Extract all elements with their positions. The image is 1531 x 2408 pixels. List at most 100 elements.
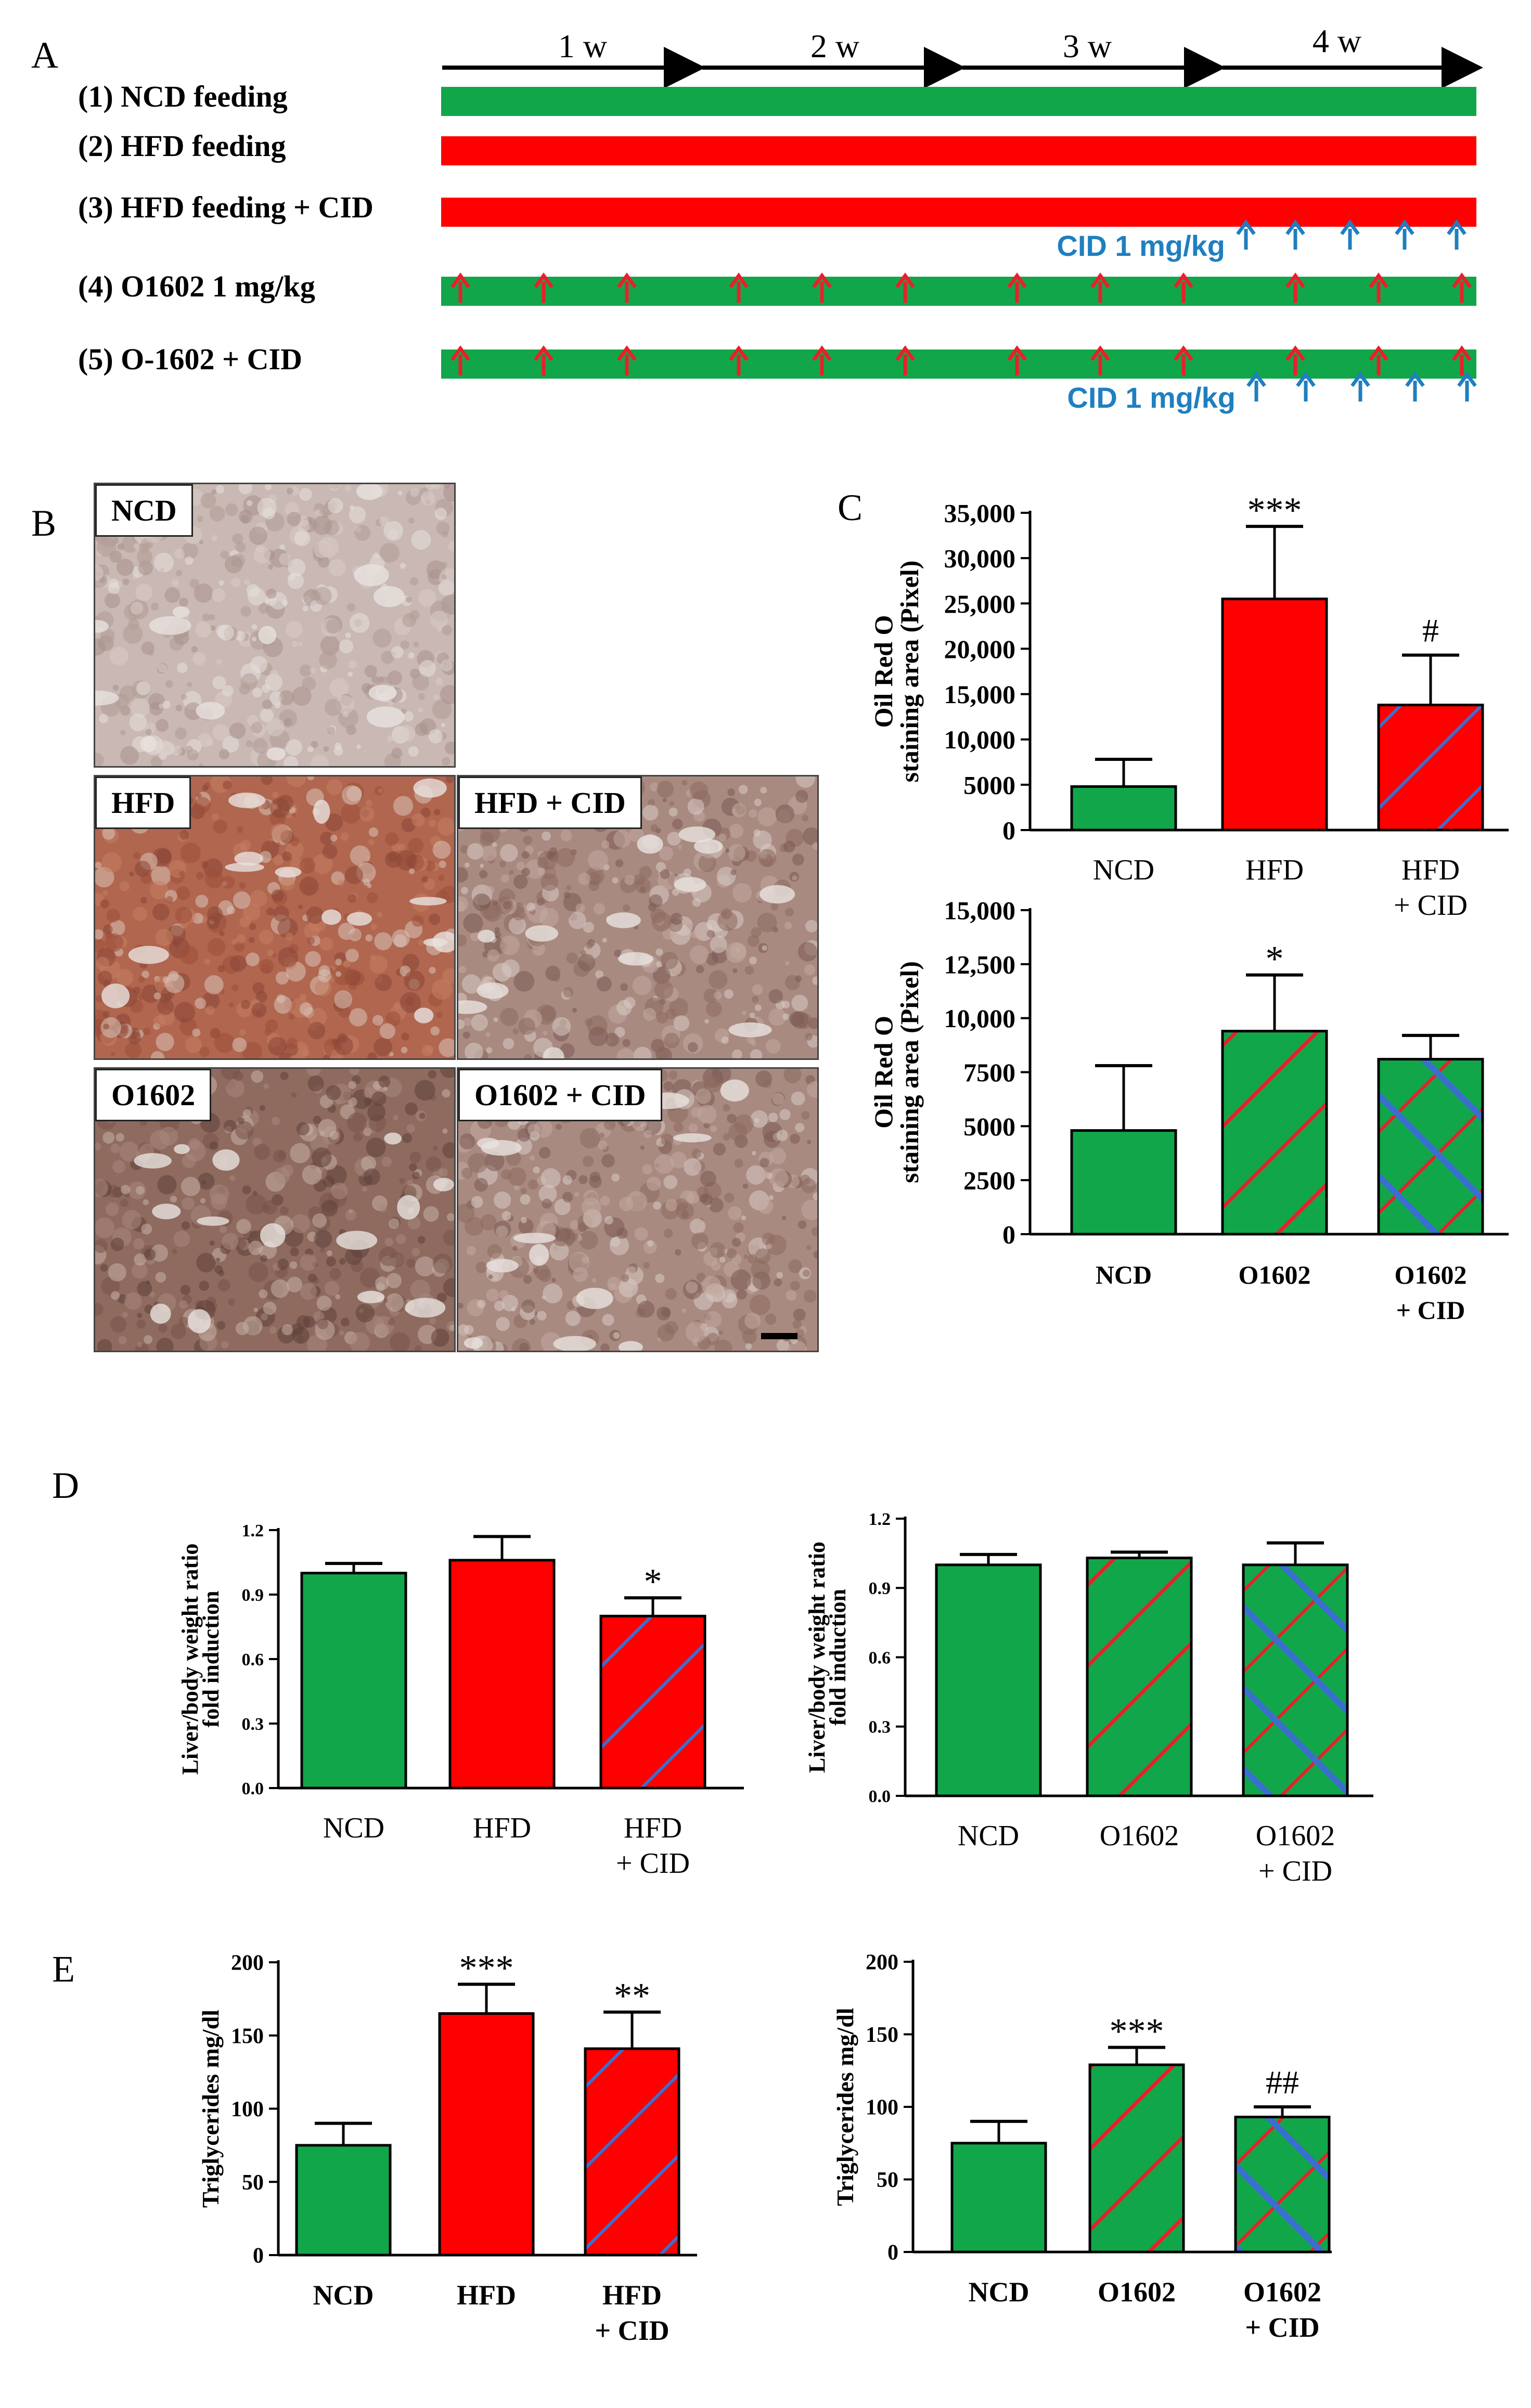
tissue-spot bbox=[323, 1055, 330, 1058]
bar bbox=[1377, 1058, 1484, 1236]
tissue-spot bbox=[194, 797, 211, 813]
tissue-spot bbox=[324, 698, 342, 716]
tissue-spot bbox=[492, 842, 497, 848]
tissue-spot bbox=[619, 1278, 638, 1298]
tissue-spot bbox=[607, 1276, 621, 1290]
tissue-spot bbox=[668, 1070, 678, 1080]
tissue-spot bbox=[755, 1004, 762, 1012]
tissue-spot bbox=[311, 741, 318, 748]
tissue-spot bbox=[345, 632, 351, 639]
tissue-spot bbox=[363, 1168, 380, 1185]
tissue-spot bbox=[181, 1176, 201, 1197]
bar bbox=[935, 1563, 1042, 1797]
tissue-spot bbox=[633, 1046, 652, 1058]
micrograph-label-hfd: HFD bbox=[95, 776, 191, 829]
tissue-spot bbox=[299, 1002, 313, 1016]
tissue-spot bbox=[441, 562, 447, 568]
tissue-spot bbox=[802, 814, 809, 822]
tissue-spot bbox=[486, 1288, 499, 1302]
tissue-spot bbox=[247, 587, 266, 606]
tissue-spot bbox=[687, 798, 704, 815]
tissue-spot bbox=[667, 832, 681, 846]
tissue-spot bbox=[307, 746, 314, 753]
tissue-spot bbox=[412, 1171, 420, 1180]
tissue-spot bbox=[254, 1144, 271, 1160]
tissue-spot bbox=[599, 1132, 605, 1138]
lumen-space bbox=[101, 983, 130, 1008]
tissue-spot bbox=[348, 894, 357, 903]
tissue-spot bbox=[201, 861, 209, 869]
tissue-spot bbox=[672, 888, 679, 896]
bar bbox=[1070, 785, 1177, 832]
tissue-spot bbox=[609, 1236, 629, 1255]
tissue-spot bbox=[407, 1180, 414, 1186]
tissue-spot bbox=[637, 1300, 655, 1318]
tissue-spot bbox=[349, 505, 355, 511]
tissue-spot bbox=[788, 1015, 793, 1020]
dose-arrow bbox=[1090, 273, 1110, 303]
tissue-spot bbox=[273, 855, 284, 866]
bar bbox=[1234, 2116, 1331, 2254]
y-axis-label: Liver/body weight ratio bbox=[177, 1544, 203, 1775]
tissue-spot bbox=[788, 1259, 802, 1273]
micrograph-hfd-cid: HFD + CID bbox=[457, 775, 819, 1060]
tissue-spot bbox=[387, 735, 394, 742]
panel-label-e: E bbox=[52, 1948, 75, 1990]
tissue-spot bbox=[176, 569, 183, 576]
tissue-spot bbox=[302, 605, 308, 612]
tissue-spot bbox=[646, 1176, 661, 1191]
timeline-bar bbox=[441, 198, 1476, 227]
tissue-spot bbox=[349, 1008, 368, 1027]
dose-arrow bbox=[1007, 345, 1027, 376]
tissue-spot bbox=[287, 1038, 298, 1049]
tissue-spot bbox=[477, 1299, 486, 1309]
tissue-spot bbox=[784, 922, 792, 929]
chart-c-bottom: 0 2500 5000 7500 10,000 12,500 15,000 Oil Red O… bbox=[869, 896, 1509, 1325]
tissue-spot bbox=[274, 1167, 290, 1184]
tissue-spot bbox=[285, 933, 293, 941]
micrograph-o1602-cid: O1602 + CID bbox=[457, 1067, 819, 1352]
tissue-spot bbox=[323, 1175, 335, 1188]
tissue-spot bbox=[217, 1279, 230, 1292]
tissue-spot bbox=[272, 791, 279, 798]
tissue-spot bbox=[329, 1267, 341, 1280]
tissue-spot bbox=[684, 1158, 702, 1176]
tissue-spot bbox=[226, 1079, 245, 1097]
lumen-space bbox=[357, 1290, 385, 1303]
tissue-spot bbox=[223, 780, 232, 790]
tissue-spot bbox=[320, 636, 340, 656]
tissue-spot bbox=[396, 850, 417, 871]
lumen-space bbox=[397, 1195, 420, 1220]
tissue-spot bbox=[333, 746, 343, 756]
significance-mark: *** bbox=[1247, 490, 1302, 530]
dose-arrow bbox=[1090, 345, 1110, 376]
tissue-spot bbox=[95, 929, 104, 940]
tissue-spot bbox=[647, 1240, 654, 1247]
tissue-spot bbox=[734, 1159, 743, 1168]
tissue-spot bbox=[250, 656, 268, 674]
tissue-spot bbox=[512, 1028, 519, 1034]
tissue-spot bbox=[813, 1251, 817, 1259]
tissue-spot bbox=[216, 485, 225, 494]
y-tick-label: 0.3 bbox=[869, 1718, 891, 1737]
tissue-spot bbox=[258, 603, 269, 614]
tissue-spot bbox=[348, 928, 362, 941]
tissue-spot bbox=[156, 1032, 174, 1052]
tissue-spot bbox=[792, 875, 797, 881]
tissue-spot bbox=[731, 1237, 741, 1247]
tissue-spot bbox=[691, 1148, 702, 1159]
tissue-spot bbox=[136, 1319, 146, 1329]
tissue-spot bbox=[743, 1254, 748, 1259]
tissue-spot bbox=[521, 868, 530, 876]
lumen-space bbox=[366, 706, 405, 728]
tissue-spot bbox=[688, 1123, 698, 1133]
tissue-spot bbox=[706, 930, 714, 938]
tissue-spot bbox=[204, 959, 211, 965]
tissue-spot bbox=[580, 950, 586, 956]
tissue-spot bbox=[673, 1015, 690, 1031]
tissue-spot bbox=[235, 1121, 254, 1140]
tissue-spot bbox=[459, 1133, 475, 1150]
y-axis-label: Oil Red O bbox=[869, 615, 898, 728]
tissue-spot bbox=[534, 1264, 550, 1280]
tissue-spot bbox=[246, 1194, 266, 1215]
